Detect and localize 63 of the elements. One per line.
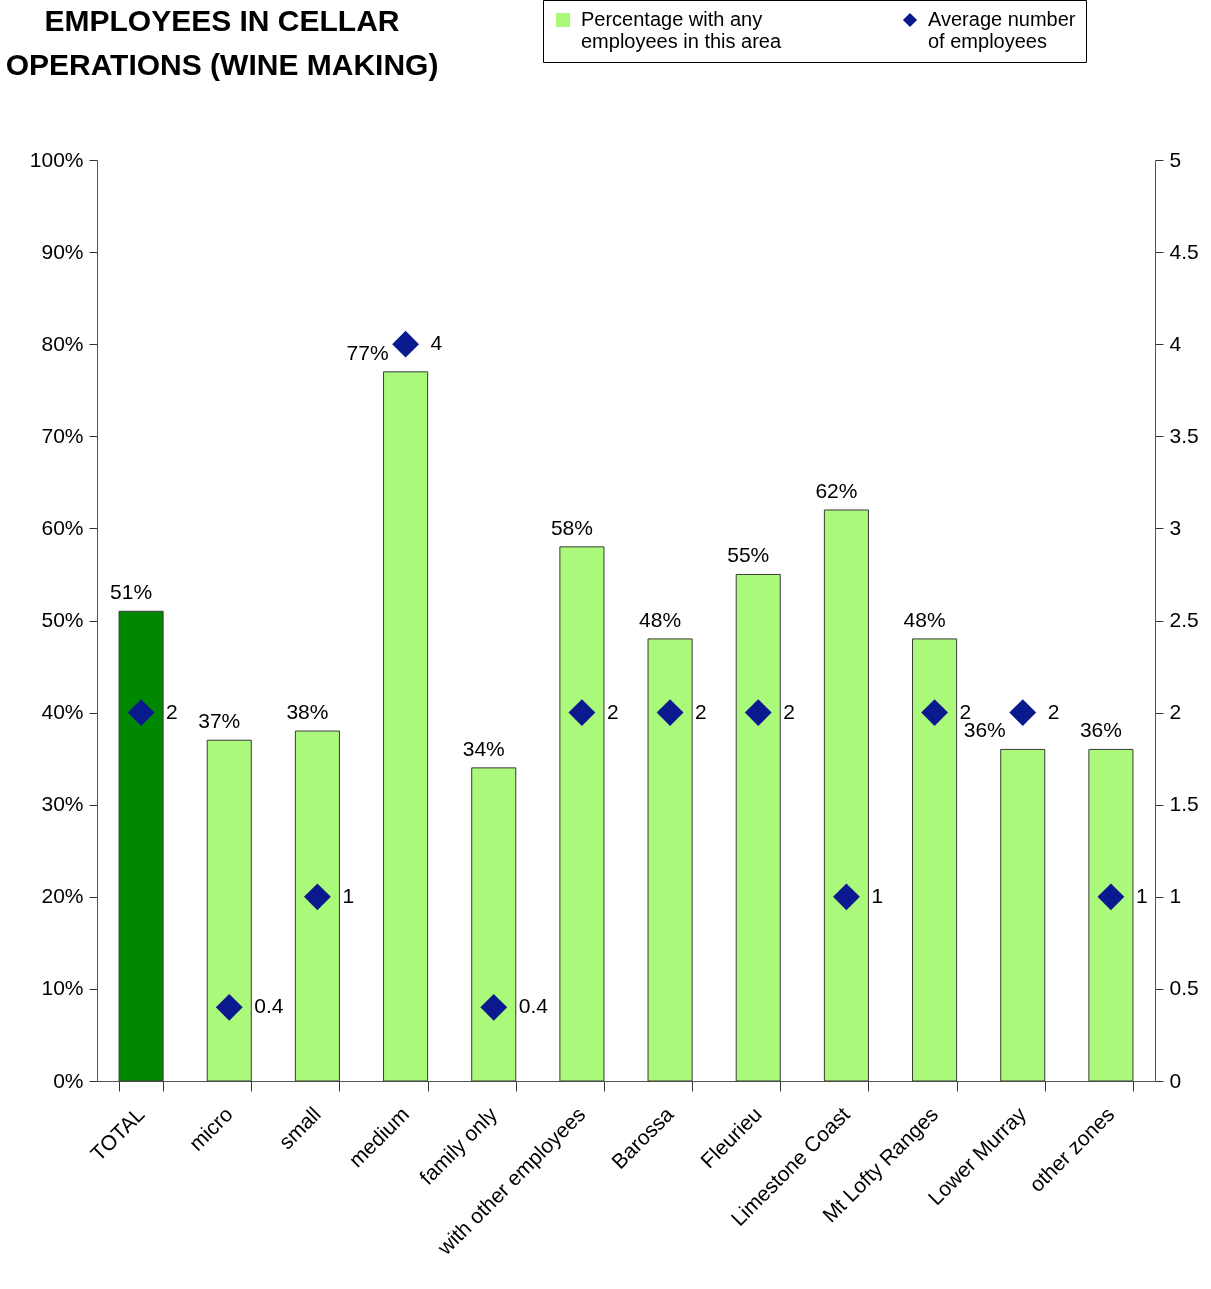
data-label: 55% (727, 543, 770, 567)
bar (471, 767, 517, 1082)
y2-tick-label: 1.5 (1169, 792, 1199, 816)
data-label: 1 (1135, 883, 1148, 907)
y-tick-label: 30% (41, 792, 84, 816)
legend-label: Average number of employees (928, 8, 1076, 52)
data-label: 2 (695, 699, 707, 723)
data-label: 4 (430, 331, 443, 355)
point (480, 993, 508, 1021)
bar (383, 371, 429, 1082)
point (392, 330, 419, 358)
bar (912, 638, 958, 1082)
data-label: 2 (783, 699, 795, 723)
point (921, 699, 948, 727)
y-tick-label: 100% (29, 147, 84, 171)
y-tick-label: 70% (41, 423, 84, 447)
y2-tick-label: 5 (1169, 147, 1182, 171)
y-tick-label: 10% (41, 976, 84, 1000)
point (656, 699, 684, 727)
y-tick-label: 60% (41, 515, 84, 539)
data-label: 0.4 (254, 994, 284, 1018)
chart-title: EMPLOYEES IN CELLAR OPERATIONS (WINE MAKING) (5, 3, 439, 81)
data-label: 0.4 (518, 994, 549, 1018)
y2-tick-label: 0 (1169, 1068, 1182, 1092)
point (568, 699, 596, 727)
data-label: 36% (1079, 718, 1122, 742)
y2-tick-label: 4 (1169, 331, 1182, 355)
point (1097, 883, 1125, 911)
data-label: 62% (815, 478, 858, 502)
data-label: 1 (342, 883, 355, 907)
legend-label: Percentage with any employees in this area (581, 8, 782, 52)
y-tick-label: 0% (53, 1068, 84, 1092)
bar (1000, 748, 1046, 1082)
y2-tick-label: 2.5 (1169, 608, 1199, 631)
point (744, 699, 772, 727)
point (127, 699, 155, 727)
y2-tick-label: 4.5 (1169, 239, 1199, 263)
data-label: 2 (166, 699, 178, 723)
y-tick-label: 20% (41, 884, 84, 908)
y2-tick-label: 1 (1169, 884, 1182, 908)
data-label: 48% (903, 607, 946, 631)
y-tick-label: 90% (41, 239, 84, 263)
data-label: 38% (286, 700, 329, 724)
point (304, 883, 331, 911)
y-tick-label: 40% (41, 700, 84, 724)
point (215, 993, 243, 1021)
data-label: 51% (110, 580, 153, 604)
y-tick-label: 50% (41, 608, 84, 631)
data-label: 37% (198, 709, 241, 733)
y-tick-label: 80% (41, 331, 84, 355)
data-label: 1 (871, 883, 884, 907)
data-label: 77% (346, 340, 389, 364)
data-label: 58% (550, 515, 593, 539)
data-label: 34% (462, 736, 505, 760)
data-label: 2 (1047, 699, 1060, 723)
point (1009, 699, 1037, 727)
data-label: 2 (606, 699, 619, 723)
data-label: 48% (639, 607, 682, 631)
y2-tick-label: 2 (1169, 700, 1182, 724)
point (833, 883, 860, 911)
y2-tick-label: 3 (1169, 515, 1182, 539)
y2-tick-label: 3.5 (1169, 423, 1199, 447)
y2-tick-label: 0.5 (1169, 976, 1199, 1000)
